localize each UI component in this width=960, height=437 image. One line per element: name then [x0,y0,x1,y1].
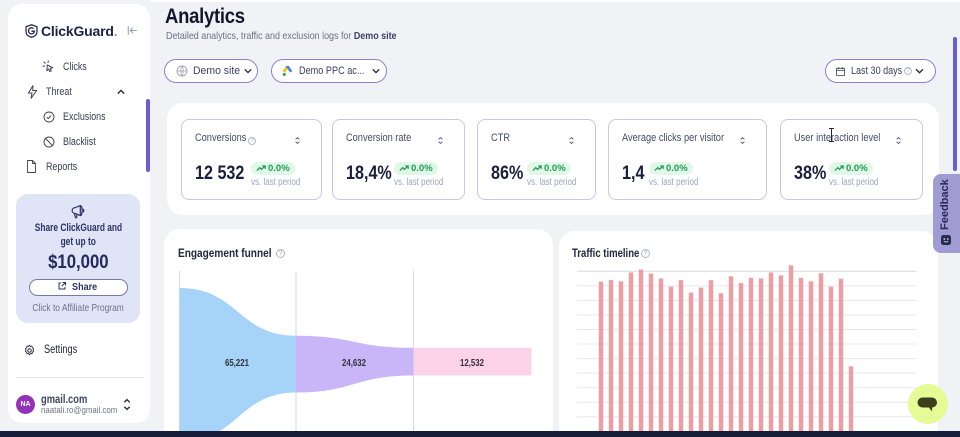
svg-text:65,221: 65,221 [225,358,249,369]
svg-text:24,632: 24,632 [342,358,366,369]
svg-text:12,532: 12,532 [460,358,484,369]
